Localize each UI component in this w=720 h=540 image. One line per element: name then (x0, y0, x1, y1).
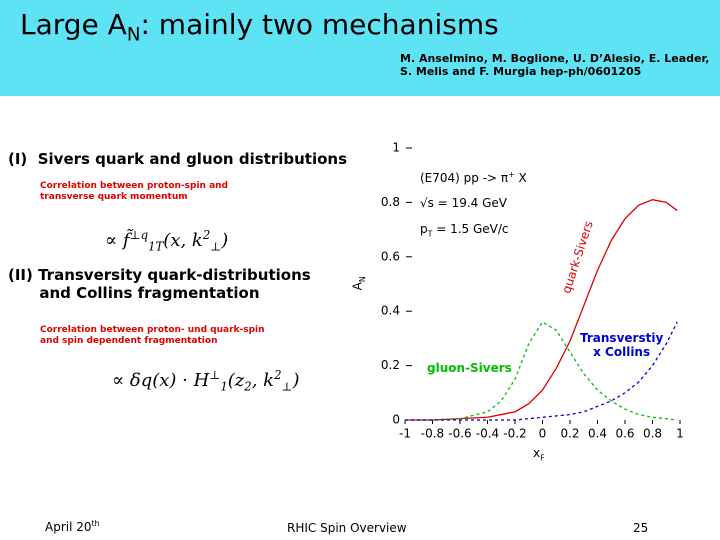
series-line (405, 321, 678, 421)
text-run: ∝ δq(x) · H (112, 370, 210, 391)
header-band (0, 0, 720, 96)
text-run: S. Melis and F. Murgia hep-ph/0601205 (400, 65, 642, 79)
text-run: A (350, 282, 365, 291)
text-run: N (126, 24, 141, 46)
text-run: Correlation between proton- und quark-sp… (40, 325, 265, 335)
text-run: 1 (220, 379, 228, 394)
text-run: (I) Sivers quark and gluon distributions (8, 150, 347, 168)
footer-title: RHIC Spin Overview (287, 521, 407, 535)
text-run: (E704) pp -> π (420, 171, 509, 185)
reference: M. Anselmino, M. Boglione, U. D’Alesio, … (400, 52, 710, 78)
text-run: (z (227, 370, 245, 391)
series-label: Transverstiy x Collins (580, 331, 663, 360)
text-run: Transverstiy (580, 331, 664, 345)
text-run: ⊥ (210, 239, 222, 254)
section-heading: (II) Transversity quark-distributions an… (8, 266, 311, 302)
text-run: ) (292, 370, 300, 391)
x-tick-label: -0.2 (503, 427, 526, 441)
y-tick-label: 1 (392, 141, 400, 155)
text-run: ) (221, 230, 229, 251)
text-run: M. Anselmino, M. Boglione, U. D’Alesio, … (400, 52, 710, 65)
text-run: April 20 (45, 520, 92, 534)
x-tick-label: -0.4 (476, 427, 499, 441)
text-run: ⊥q (129, 228, 149, 242)
annotation: √s = 19.4 GeV (420, 196, 507, 210)
x-tick-label: -0.8 (421, 427, 444, 441)
text-run: N (358, 276, 368, 283)
y-tick-label: 0.2 (381, 358, 400, 372)
text-run: p (420, 222, 428, 236)
text-run: ⊥ (281, 379, 293, 394)
text-run: ⊥ (209, 368, 221, 382)
text-run: (x, k (163, 230, 203, 251)
text-run: + (508, 170, 515, 179)
text-run: F (540, 453, 545, 463)
text-run: 2 (244, 379, 252, 394)
annotation: pT = 1.5 GeV/c (420, 222, 509, 239)
text-run: th (91, 519, 100, 528)
formula: ∝ f̃⊥q1T(x, k2⊥) (105, 228, 228, 254)
text-run: 2 (274, 368, 282, 382)
x-tick-label: 0.6 (615, 427, 634, 441)
text-run: x (533, 446, 541, 460)
text-run: (II) Transversity quark-distributions (8, 266, 311, 284)
y-tick-label: 0.4 (381, 304, 400, 318)
text-run: gluon-Sivers (427, 361, 512, 375)
text-run: Correlation between proton-spin and (40, 181, 228, 191)
text-run: √s = 19.4 GeV (420, 196, 508, 210)
y-tick-label: 0 (392, 413, 400, 427)
text-run: Large A (20, 8, 127, 41)
formula: ∝ δq(x) · H⊥1(z2, k2⊥) (112, 368, 300, 394)
footer-date: April 20th (45, 519, 100, 534)
section-note: Correlation between proton-spin and trans… (40, 181, 228, 203)
text-run: transverse quark momentum (40, 191, 188, 202)
series-line (405, 199, 678, 421)
text-run: 2 (202, 228, 211, 242)
text-run: and Collins fragmentation (8, 284, 260, 302)
y-tick-label: 0.6 (381, 249, 400, 263)
text-run: T (427, 229, 433, 239)
text-run: , k (251, 370, 275, 391)
x-tick-label: -0.6 (448, 427, 471, 441)
section-note: Correlation between proton- und quark-sp… (40, 325, 265, 347)
series-label: gluon-Sivers (427, 361, 512, 375)
y-tick-label: 0.8 (381, 195, 400, 209)
text-run: = 1.5 GeV/c (432, 222, 509, 236)
text-run: and spin dependent fragmentation (40, 335, 218, 346)
text-run: x Collins (593, 345, 651, 360)
annotation: (E704) pp -> π+ X (420, 170, 527, 185)
series-line (405, 321, 678, 421)
x-tick-label: 0.2 (560, 427, 579, 441)
y-axis-label: AN (351, 276, 368, 290)
page-number: 25 (633, 521, 649, 535)
x-axis-label: xF (533, 446, 545, 463)
section-heading: (I) Sivers quark and gluon distributions (8, 150, 347, 168)
text-run: 1T (148, 239, 164, 254)
x-tick-label: 1 (676, 427, 684, 441)
x-tick-label: -1 (399, 427, 411, 441)
text-run: : mainly two mechanisms (140, 8, 499, 41)
title: Large AN: mainly two mechanisms (20, 8, 499, 46)
x-tick-label: 0.4 (588, 427, 607, 441)
x-tick-label: 0.8 (643, 427, 662, 441)
text-run: ∝ f̃ (105, 230, 130, 251)
x-tick-label: 0 (539, 427, 547, 441)
text-run: X (514, 171, 527, 185)
